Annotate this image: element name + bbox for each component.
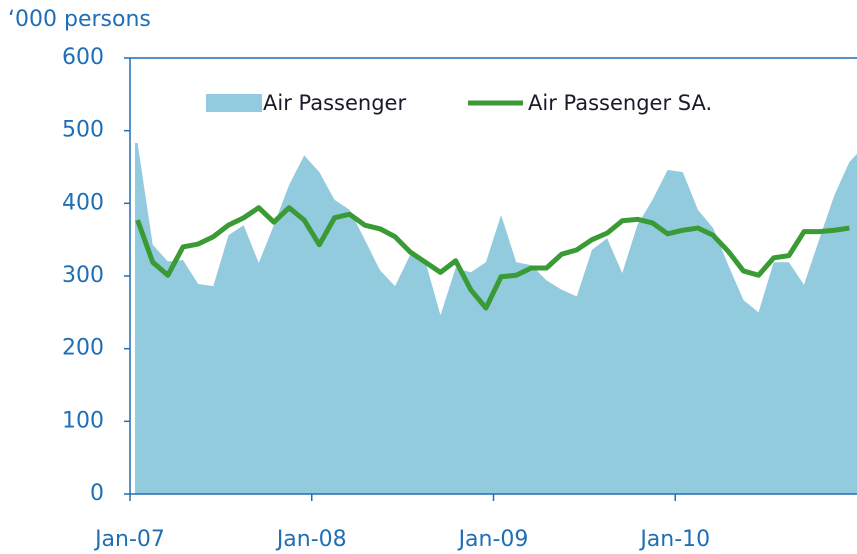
y-axis-label: ‘000 persons	[8, 7, 151, 32]
y-tick-label: 0	[90, 481, 104, 506]
line	[135, 205, 850, 311]
legend-label: Air Passenger	[263, 91, 406, 115]
y-tick-label: 400	[62, 190, 104, 215]
y-tick-label: 300	[62, 263, 104, 288]
y-tick-label: 500	[62, 118, 104, 143]
x-tick-label: Jan-08	[275, 527, 347, 552]
x-tick-label: Jan-09	[457, 527, 529, 552]
legend-label: Air Passenger SA.	[528, 91, 712, 115]
x-tick-label: Jan-07	[93, 527, 165, 552]
x-tick-label: Jan-10	[638, 527, 710, 552]
y-tick-label: 100	[62, 408, 104, 433]
y-tick-label: 600	[62, 45, 104, 70]
area	[135, 143, 857, 494]
legend-swatch	[206, 94, 262, 112]
y-tick-label: 200	[62, 336, 104, 361]
